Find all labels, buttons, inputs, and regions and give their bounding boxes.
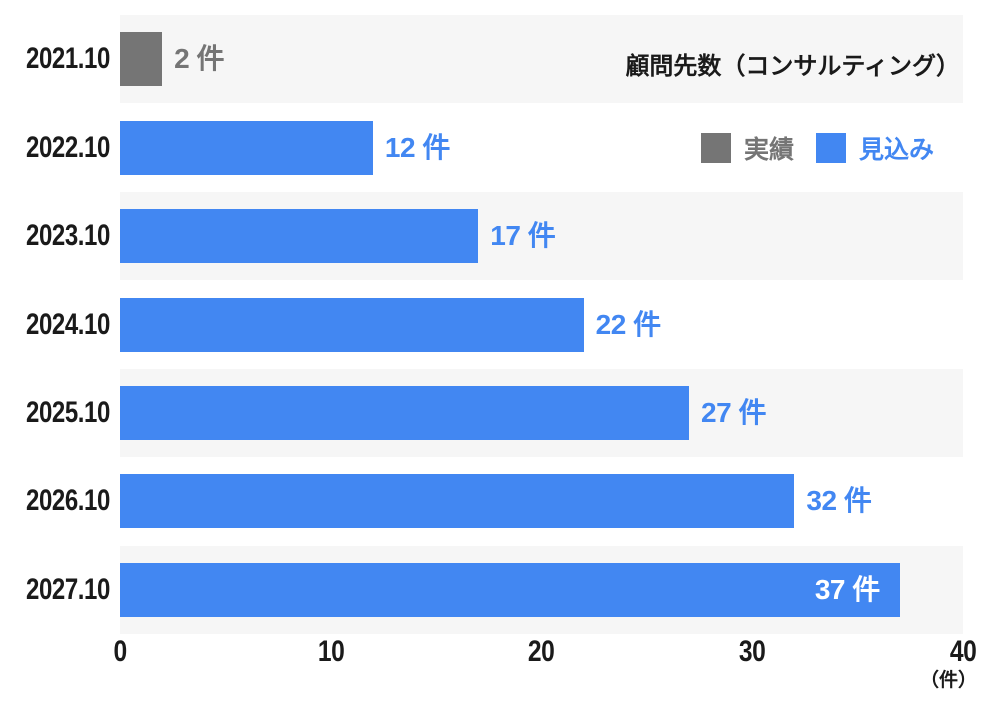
row-stripe <box>120 15 963 104</box>
x-axis-tick-label: 20 <box>528 635 555 668</box>
legend-item-forecast: 見込み <box>815 130 934 166</box>
x-axis-tick-label: 30 <box>738 635 766 668</box>
x-axis-tick-label: 0 <box>113 635 127 668</box>
value-label: 32 件 <box>806 485 872 517</box>
category-label: 2024.10 <box>26 307 110 341</box>
x-axis-tick-label: 10 <box>317 635 345 668</box>
value-label: 2 件 <box>174 43 224 75</box>
legend-label-forecast: 見込み <box>858 136 934 164</box>
bar-2024.10 <box>120 297 584 352</box>
chart-title: 顧問先数（コンサルティング） <box>625 53 960 80</box>
x-axis-unit-label: （件） <box>919 670 977 691</box>
value-label: 12 件 <box>384 131 450 163</box>
bar-2027.10 <box>120 562 900 617</box>
bar-2022.10 <box>120 120 373 175</box>
category-label: 2025.10 <box>26 395 110 429</box>
bar-2021.10 <box>120 32 163 87</box>
bar-2026.10 <box>120 474 795 529</box>
value-label: 27 件 <box>701 396 766 428</box>
category-label: 2027.10 <box>26 572 110 606</box>
legend-swatch-actual <box>700 133 731 163</box>
value-label: 22 件 <box>595 308 661 340</box>
value-label: 17 件 <box>490 220 556 252</box>
category-label: 2022.10 <box>26 130 110 164</box>
category-label: 2026.10 <box>26 484 110 518</box>
legend-label-actual: 実績 <box>743 136 794 164</box>
legend: 実績 見込み <box>700 130 934 166</box>
x-axis-tick-label: 40 <box>949 635 977 668</box>
legend-item-actual: 実績 <box>700 130 794 166</box>
bar-2023.10 <box>120 209 479 264</box>
category-label: 2023.10 <box>26 219 110 253</box>
value-label: 37 件 <box>814 573 880 605</box>
legend-swatch-forecast <box>815 133 846 163</box>
category-label: 2021.10 <box>26 42 110 76</box>
bar-2025.10 <box>120 385 690 440</box>
